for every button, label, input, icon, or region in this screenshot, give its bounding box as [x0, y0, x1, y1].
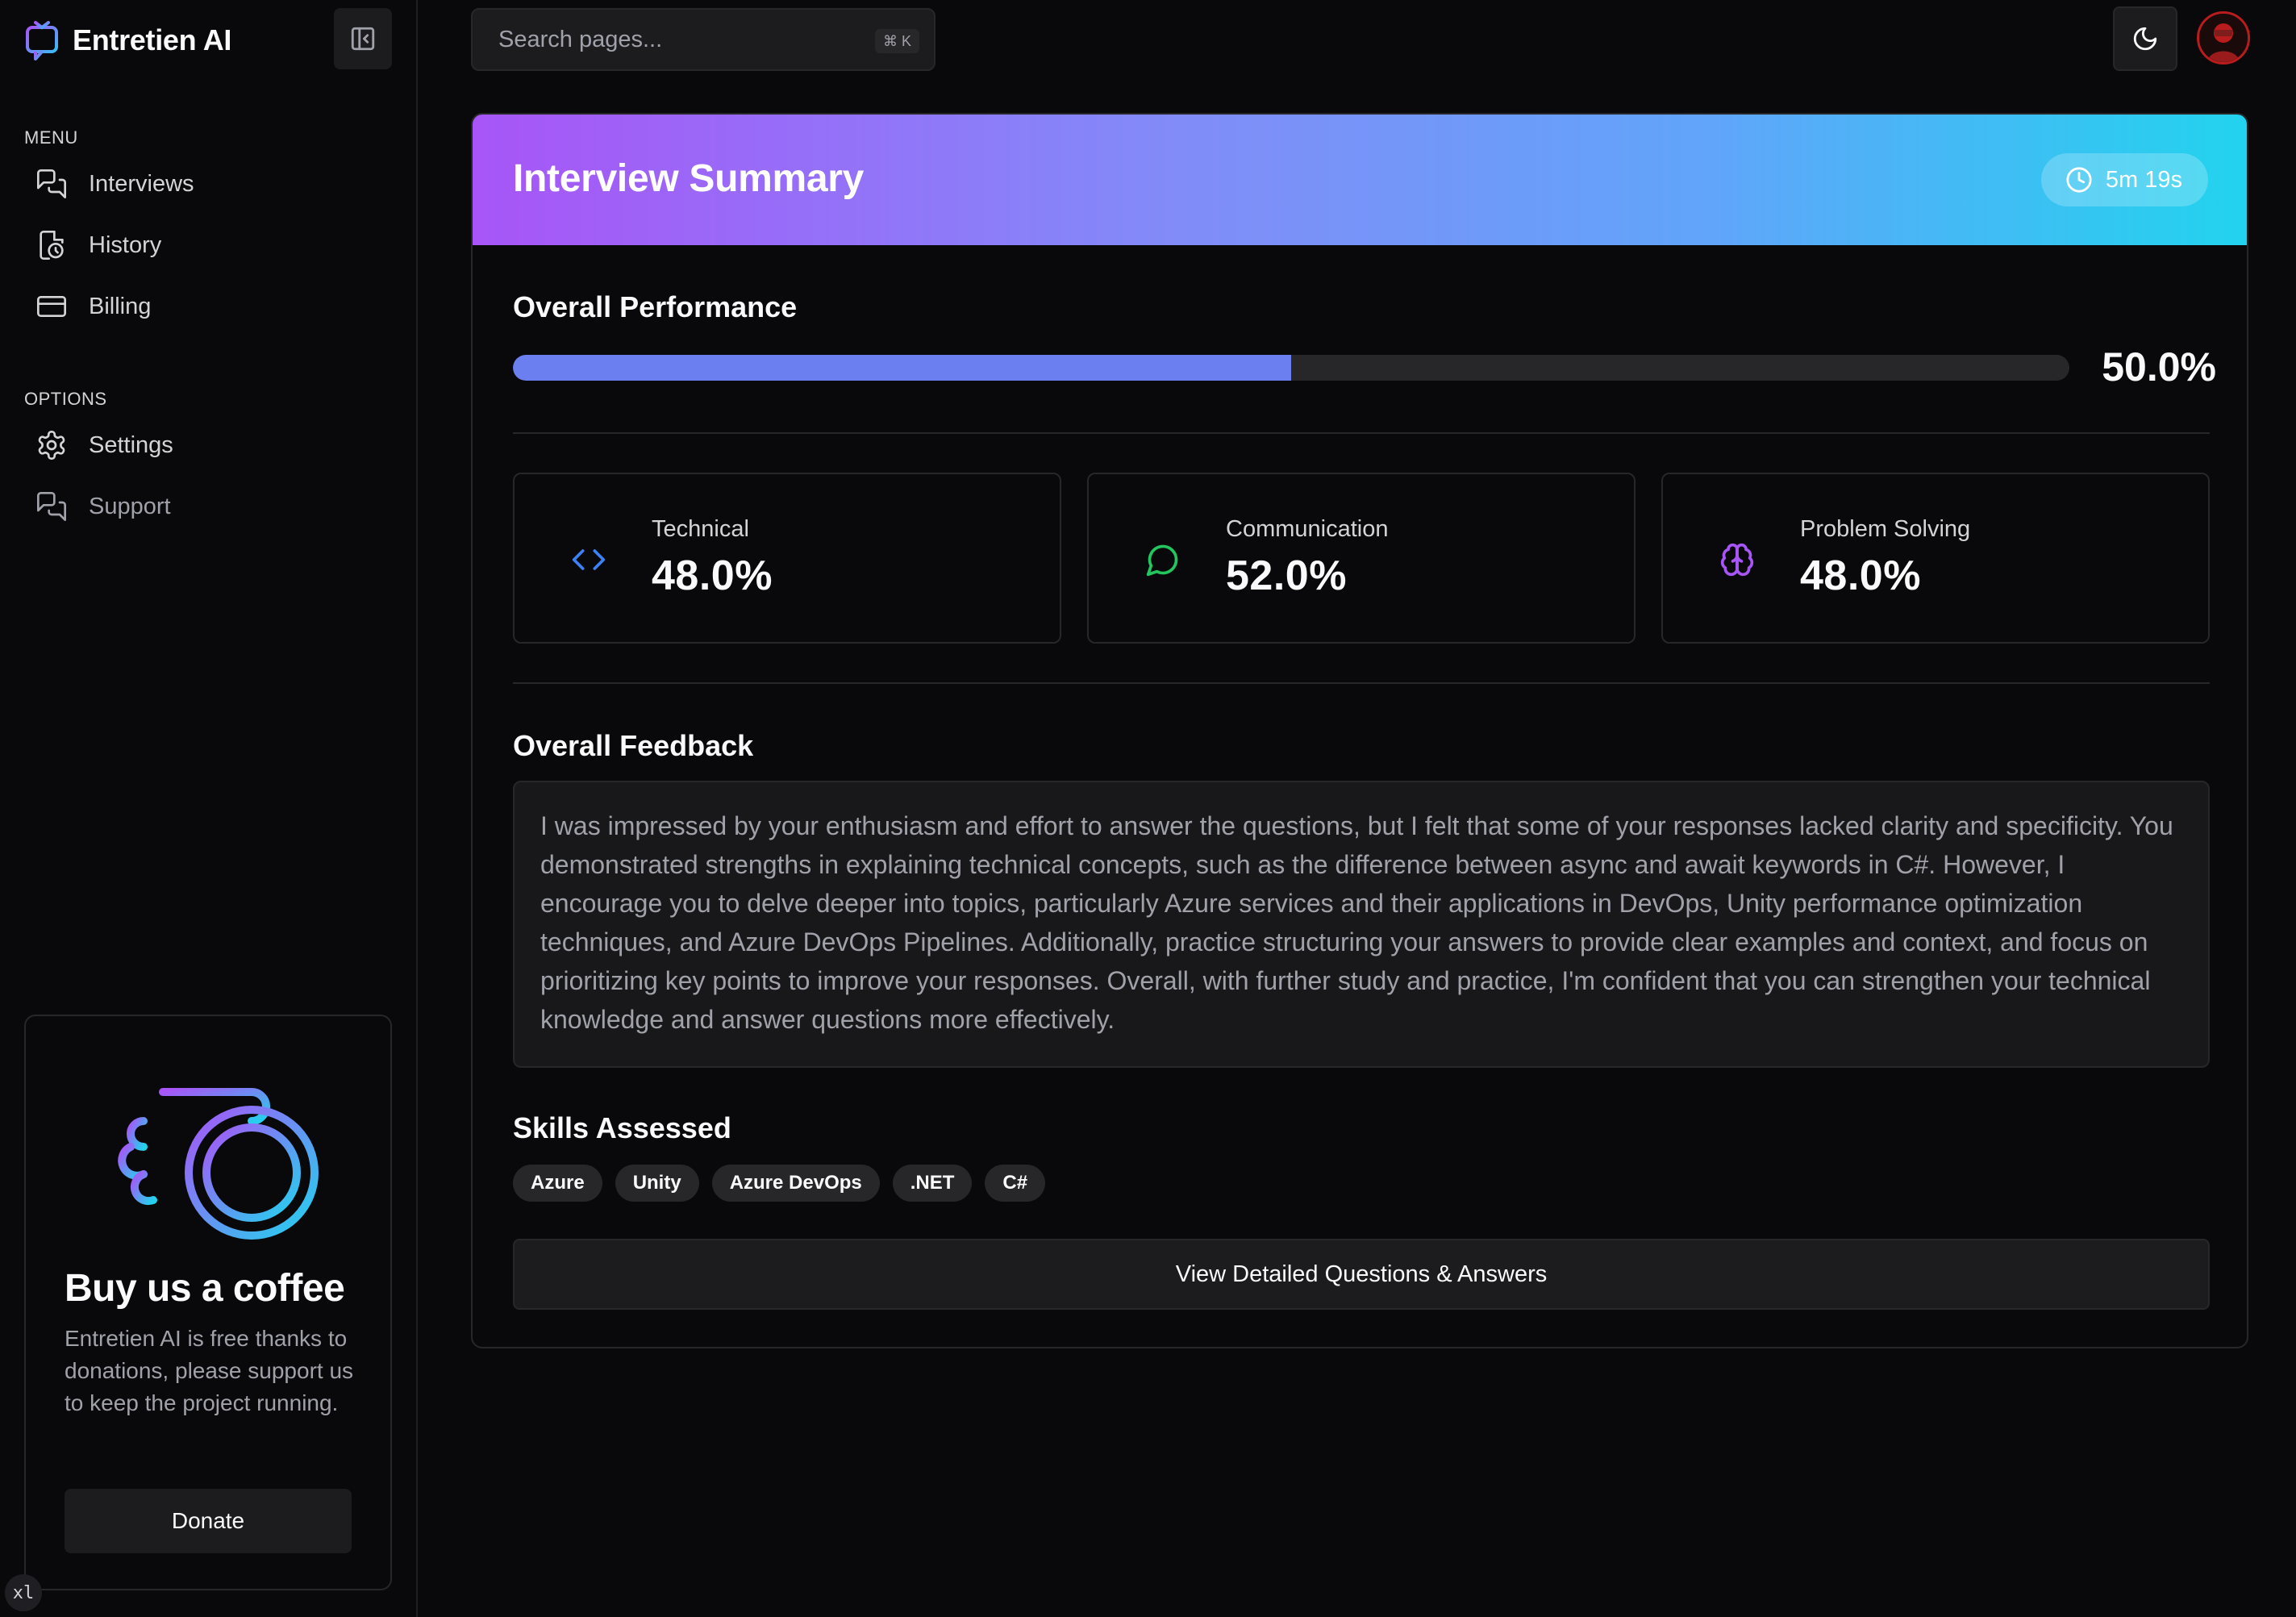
- breakpoint-badge: xl: [5, 1574, 42, 1611]
- chat-bubbles-icon: [37, 169, 66, 199]
- skill-chip: Azure DevOps: [711, 1165, 880, 1202]
- sidebar-item-label: Billing: [89, 293, 152, 319]
- score-value: 48.0%: [652, 552, 773, 599]
- skill-chip: C#: [985, 1165, 1046, 1202]
- skills-list: Azure Unity Azure DevOps .NET C#: [513, 1165, 1058, 1202]
- menu-section-label: MENU: [24, 127, 78, 148]
- coins-icon: [118, 1088, 319, 1240]
- message-circle-icon: [1146, 544, 1178, 577]
- score-card-technical: Technical 48.0%: [513, 473, 1061, 644]
- user-avatar-icon: [2199, 14, 2248, 62]
- search-input[interactable]: Search pages... ⌘ K: [471, 8, 935, 71]
- overall-performance-value: 50.0%: [2102, 344, 2216, 390]
- skill-chip: Unity: [615, 1165, 699, 1202]
- duration-text: 5m 19s: [2105, 166, 2182, 193]
- feedback-title: Overall Feedback: [513, 729, 754, 762]
- sidebar-item-interviews[interactable]: Interviews: [35, 160, 194, 208]
- panel-left-icon: [351, 27, 375, 51]
- donation-title: Buy us a coffee: [65, 1267, 345, 1310]
- view-details-button[interactable]: View Detailed Questions & Answers: [513, 1239, 2210, 1310]
- sidebar-item-support[interactable]: Support: [35, 482, 171, 531]
- score-card-problem-solving: Problem Solving 48.0%: [1661, 473, 2210, 644]
- app-logo-icon: [26, 21, 58, 60]
- sidebar-toggle-button[interactable]: [334, 8, 392, 69]
- score-value: 52.0%: [1226, 552, 1347, 599]
- brand[interactable]: Entretien AI: [24, 18, 231, 63]
- chat-bubbles-icon: [37, 492, 66, 521]
- options-section-label: OPTIONS: [24, 389, 107, 409]
- feedback-text: I was impressed by your enthusiasm and e…: [513, 781, 2210, 1068]
- divider: [513, 432, 2210, 434]
- skills-title: Skills Assessed: [513, 1111, 731, 1144]
- donate-button[interactable]: Donate: [65, 1489, 352, 1553]
- theme-toggle-button[interactable]: [2113, 6, 2177, 71]
- avatar[interactable]: [2197, 11, 2250, 65]
- score-label: Problem Solving: [1800, 516, 1971, 542]
- score-label: Communication: [1226, 516, 1389, 542]
- score-value: 48.0%: [1800, 552, 1921, 599]
- score-card-communication: Communication 52.0%: [1087, 473, 1636, 644]
- overall-progress-fill: [513, 355, 1291, 381]
- donation-text: Entretien AI is free thanks to donations…: [65, 1326, 354, 1415]
- history-icon: [40, 231, 64, 260]
- interview-summary-card: Interview Summary 5m 19s Overall Perform…: [471, 113, 2248, 1348]
- divider: [513, 682, 2210, 684]
- search-placeholder: Search pages...: [498, 26, 663, 52]
- sidebar: Entretien AI MENU Interviews History Bil…: [0, 0, 418, 1617]
- sidebar-item-label: Support: [89, 493, 171, 519]
- moon-icon: [2133, 27, 2157, 51]
- brain-icon: [1720, 543, 1754, 577]
- code-icon: [572, 549, 606, 570]
- sidebar-item-label: History: [89, 231, 162, 258]
- score-label: Technical: [652, 516, 749, 542]
- gear-icon: [38, 431, 65, 460]
- sidebar-item-label: Settings: [89, 431, 173, 458]
- donation-card: Buy us a coffee Entretien AI is free tha…: [24, 1015, 392, 1590]
- sidebar-item-history[interactable]: History: [35, 221, 161, 269]
- skill-chip: .NET: [892, 1165, 973, 1202]
- skill-chip: Azure: [513, 1165, 602, 1202]
- duration-badge: 5m 19s: [2040, 153, 2208, 206]
- summary-header: Interview Summary 5m 19s: [473, 115, 2247, 245]
- sidebar-item-label: Interviews: [89, 170, 194, 197]
- credit-card-icon: [37, 296, 66, 317]
- sidebar-item-settings[interactable]: Settings: [35, 421, 173, 469]
- overall-progress-bar: [513, 355, 2069, 381]
- page-title: Interview Summary: [513, 157, 865, 200]
- sidebar-item-billing[interactable]: Billing: [35, 282, 151, 331]
- overall-performance-title: Overall Performance: [513, 290, 798, 323]
- search-shortcut: ⌘ K: [874, 29, 919, 53]
- app-name: Entretien AI: [73, 23, 232, 56]
- clock-icon: [2066, 167, 2092, 193]
